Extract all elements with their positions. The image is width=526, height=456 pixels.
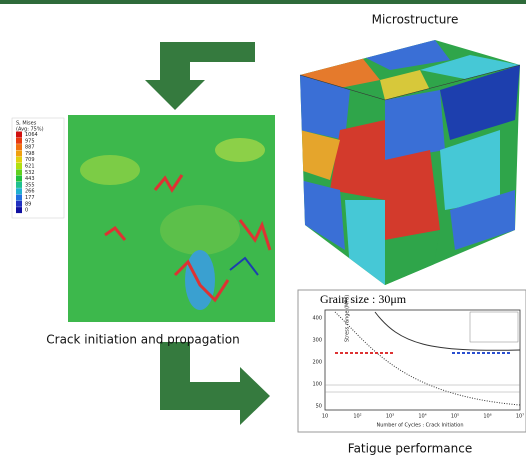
x-tick-label: 10⁷ — [516, 414, 524, 420]
x-tick-label: 10⁶ — [483, 414, 491, 420]
legend-swatch — [16, 138, 22, 144]
figure: S, Mises (Avg: 75%) 10649758877987096215… — [0, 0, 526, 456]
legend-value: 621 — [25, 164, 35, 170]
y-tick-label: 100 — [312, 382, 322, 388]
graph-frame — [298, 290, 526, 432]
legend-swatch — [16, 207, 22, 213]
label: Crack initiation and propagation — [46, 333, 239, 347]
arrow — [160, 342, 270, 425]
y-tick-label: 200 — [312, 360, 322, 366]
legend-value: 355 — [25, 182, 35, 188]
legend-value: 798 — [25, 151, 35, 157]
x-tick-label: 10⁴ — [418, 414, 426, 420]
legend-value: 1064 — [25, 132, 38, 138]
x-tick-label: 10 — [322, 414, 328, 420]
legend-swatch — [16, 132, 22, 138]
legend-value: 887 — [25, 145, 35, 151]
legend-swatch — [16, 169, 22, 175]
legend-swatch — [16, 176, 22, 182]
legend-value: 177 — [25, 195, 35, 201]
y-label: Stress range (MPa) — [345, 295, 351, 342]
microstructure-cube — [290, 30, 526, 290]
y-tick-label: 400 — [312, 316, 322, 322]
legend-swatch — [16, 182, 22, 188]
legend-swatch — [16, 201, 22, 207]
legend-swatch — [16, 188, 22, 194]
legend-value: 266 — [25, 189, 35, 195]
arrow — [145, 42, 255, 110]
legend-value: 89 — [25, 201, 31, 207]
x-tick-label: 10³ — [386, 414, 394, 420]
graph-title: Grain size : 30μm — [320, 292, 407, 306]
x-label: Number of Cycles : Crack Initiation — [376, 423, 463, 429]
top-bar — [0, 0, 526, 4]
legend-swatch — [16, 163, 22, 169]
legend-swatch — [16, 157, 22, 163]
crack-map — [68, 115, 275, 322]
legend-value: 709 — [25, 157, 35, 163]
legend-swatch — [16, 144, 22, 150]
y-tick-label: 50 — [316, 404, 322, 410]
label: Fatigue performance — [348, 442, 472, 456]
legend-value: 975 — [25, 138, 35, 144]
fatigue-graph: Grain size : 30μm Stress range (MPa) Num… — [298, 290, 526, 432]
x-tick-label: 10² — [353, 414, 361, 420]
legend-value: 0 — [25, 208, 28, 214]
legend-swatch — [16, 150, 22, 156]
legend-swatch — [16, 195, 22, 201]
legend-value: 532 — [25, 170, 35, 176]
y-tick-label: 300 — [312, 338, 322, 344]
x-tick-label: 10⁵ — [451, 414, 459, 420]
stress-legend: S, Mises (Avg: 75%) 10649758877987096215… — [12, 118, 64, 218]
label: Microstructure — [372, 13, 459, 27]
legend-value: 443 — [25, 176, 35, 182]
